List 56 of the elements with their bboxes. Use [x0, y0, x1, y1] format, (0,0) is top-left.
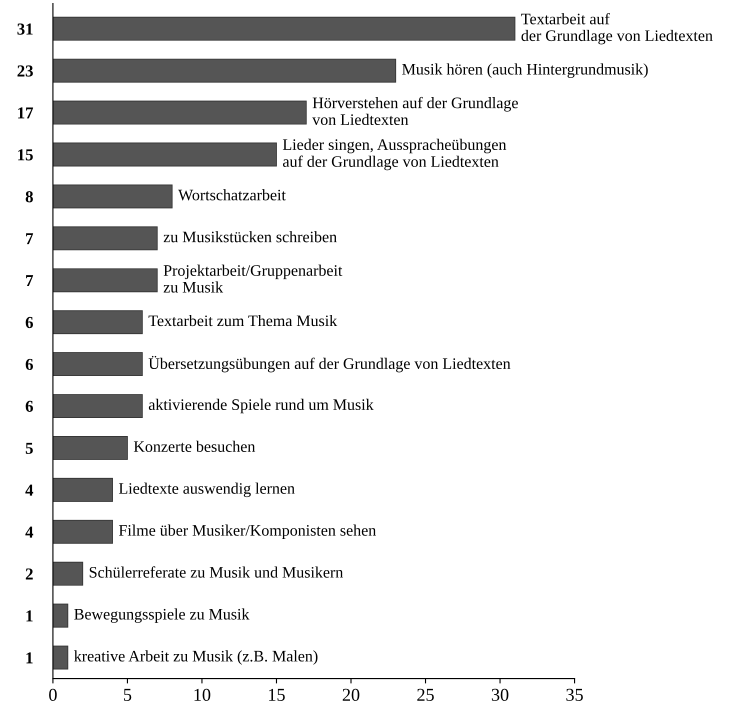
bar — [52, 268, 158, 292]
x-tick-label: 20 — [342, 688, 360, 701]
data-label: 1 — [26, 652, 33, 664]
bar — [52, 58, 396, 83]
data-label: 4 — [25, 484, 34, 496]
bar — [52, 142, 277, 166]
data-label: 15 — [18, 149, 33, 160]
y-tick-label: Konzerte besuchen — [134, 440, 256, 452]
data-label: 2 — [26, 568, 33, 580]
x-tick-label: 10 — [194, 688, 210, 701]
x-tick-label: 15 — [269, 688, 285, 701]
data-label: 1 — [26, 610, 33, 622]
bar — [52, 478, 113, 502]
data-label: 6 — [26, 358, 33, 370]
y-tick-label: Hörverstehen auf der Grundlage von Liedtexten — [312, 96, 518, 126]
y-tick-label: Projektarbeit/Gruppenarbeit zu Musik — [164, 264, 342, 293]
y-tick-label: Bewegungsspiele zu Musik — [74, 608, 250, 623]
y-tick-label: kreative Arbeit zu Musik (z.B. Malen) — [74, 650, 318, 665]
y-tick-label: Lieder singen, Ausspracheübungen auf der Grundlage von Liedtexten — [282, 138, 506, 170]
data-label: 8 — [26, 191, 33, 202]
y-tick-label: zu Musikstücken schreiben — [164, 231, 337, 242]
x-tick-label: 25 — [417, 688, 434, 701]
bar — [52, 604, 68, 628]
data-label: 6 — [26, 400, 33, 412]
y-tick-label: Wortschatzarbeit — [178, 189, 286, 201]
data-label: 7 — [26, 275, 34, 286]
bar — [52, 394, 143, 418]
x-tick-label: 0 — [49, 688, 57, 701]
bar — [52, 226, 158, 250]
bar — [52, 520, 113, 544]
y-tick-label: Übersetzungsübungen auf der Grundlage von Liedtexten — [148, 356, 510, 372]
bar — [52, 184, 173, 208]
data-label: 5 — [26, 442, 33, 454]
data-label: 6 — [26, 316, 33, 328]
x-tick-label: 30 — [492, 688, 508, 701]
bar — [52, 436, 128, 460]
data-label: 4 — [25, 526, 34, 538]
bar — [52, 562, 84, 586]
y-tick-label: Liedtexte auswendig lernen — [118, 482, 295, 498]
y-tick-label: Textarbeit zum Thema Musik — [148, 314, 338, 326]
x-tick-label: 35 — [566, 688, 583, 701]
y-tick-label: Musik hören (auch Hintergrundmusik) — [402, 63, 648, 78]
bar — [52, 100, 307, 125]
bar — [52, 16, 516, 41]
bar — [52, 310, 143, 334]
y-tick-label: aktivierende Spiele rund um Musik — [148, 398, 374, 414]
data-label: 31 — [17, 23, 33, 35]
y-tick-label: Schülerreferate zu Musik und Musikern — [90, 566, 344, 578]
x-tick-label: 5 — [124, 688, 132, 701]
bar — [52, 646, 68, 670]
y-tick-label: Textarbeit auf der Grundlage von Liedtexten — [521, 12, 713, 44]
data-label: 17 — [18, 107, 34, 118]
data-label: 7 — [26, 233, 34, 244]
y-tick-label: Filme über Musiker/Komponisten sehen — [118, 524, 376, 540]
bar — [52, 352, 143, 376]
data-label: 23 — [18, 65, 33, 77]
